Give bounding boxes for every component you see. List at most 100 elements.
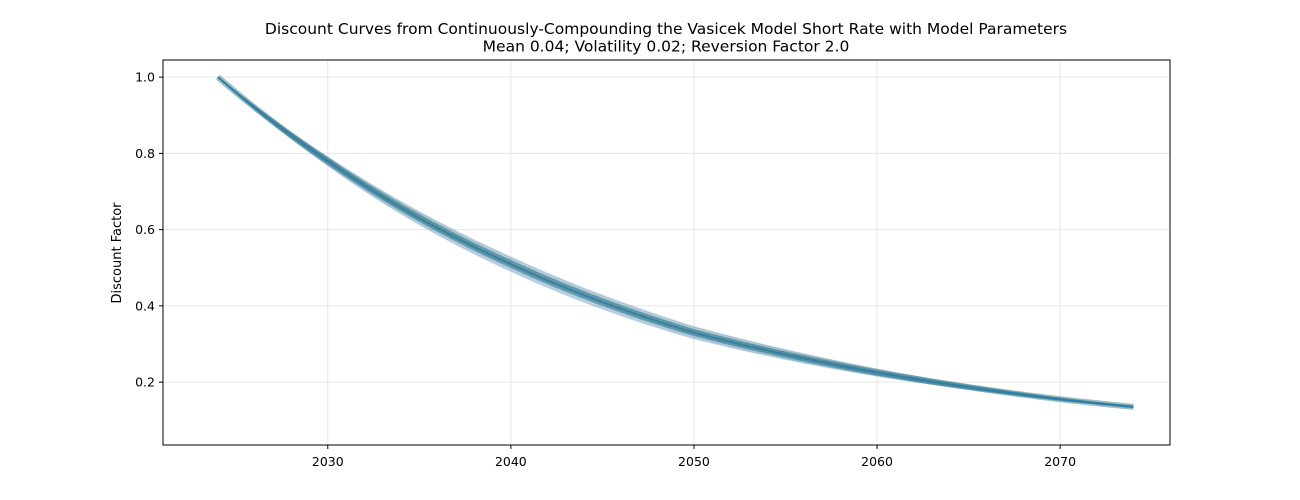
ensemble-curve — [217, 76, 1134, 408]
ensemble-curve — [217, 76, 1134, 408]
gridlines — [163, 60, 1170, 445]
ensemble-curve — [217, 76, 1134, 408]
ensemble-curve — [217, 76, 1134, 408]
ensemble-curve — [217, 76, 1134, 408]
ensemble-curve — [217, 76, 1134, 408]
central-band — [215, 74, 1134, 410]
y-tick-label: 0.8 — [135, 146, 155, 161]
ensemble-curve — [217, 76, 1134, 408]
x-tick-label: 2040 — [495, 454, 527, 469]
ensemble-curve — [217, 76, 1134, 408]
ensemble-curve — [217, 76, 1134, 408]
ensemble-curve — [217, 76, 1134, 408]
ensemble-curve — [217, 76, 1134, 409]
ensemble-curve — [217, 76, 1134, 408]
ensemble-curve — [217, 76, 1134, 408]
y-tick-label: 1.0 — [135, 70, 155, 85]
ensemble-curve — [217, 76, 1134, 408]
ensemble-curve — [217, 76, 1134, 407]
ensemble-curve — [217, 76, 1134, 408]
ensemble-curve — [217, 76, 1134, 408]
ensemble-curve — [217, 76, 1134, 408]
ensemble-curve — [217, 76, 1134, 408]
ensemble-curve — [217, 76, 1134, 408]
ensemble-curve — [217, 76, 1134, 408]
ensemble-curve — [217, 76, 1134, 408]
ensemble-curve — [217, 76, 1134, 408]
ensemble-curve — [217, 76, 1134, 407]
ensemble-curve — [217, 76, 1134, 407]
plot-frame — [162, 59, 1171, 446]
central-curve — [217, 76, 1134, 408]
ensemble-curve — [217, 76, 1134, 407]
ensemble-curve — [217, 76, 1134, 408]
ensemble-curve — [217, 76, 1134, 408]
ensemble-curve — [217, 76, 1134, 407]
ensemble-curve — [217, 76, 1134, 409]
ensemble-curve — [217, 76, 1134, 408]
x-tick-label: 2070 — [1044, 454, 1076, 469]
ensemble-curve — [217, 76, 1134, 408]
ensemble-curve — [217, 76, 1134, 408]
ensemble-curve — [217, 76, 1134, 409]
ensemble-curve — [217, 76, 1134, 408]
ensemble-curve — [217, 76, 1134, 409]
ensemble-curve — [217, 76, 1134, 408]
ensemble-curve — [217, 76, 1134, 408]
ensemble-curve — [217, 76, 1134, 407]
curves — [215, 74, 1134, 410]
ensemble-curve — [217, 76, 1134, 409]
x-tick-label: 2050 — [678, 454, 710, 469]
ensemble-curve — [217, 76, 1134, 408]
ensemble-curve — [217, 76, 1134, 408]
ensemble-curve — [217, 76, 1134, 408]
ensemble-curve — [217, 76, 1134, 408]
ensemble-curve — [217, 76, 1134, 408]
chart-subtitle: Mean 0.04; Volatility 0.02; Reversion Fa… — [483, 38, 850, 56]
ensemble-curve — [217, 76, 1134, 408]
ensemble-curve — [217, 76, 1134, 408]
y-tick-label: 0.6 — [135, 222, 155, 237]
ensemble-curve — [217, 76, 1134, 408]
ensemble-curve — [217, 76, 1134, 408]
ensemble-curve — [217, 76, 1134, 408]
ensemble-curve — [217, 76, 1134, 408]
ensemble-curve — [217, 76, 1134, 408]
ensemble-curve — [217, 76, 1134, 407]
ensemble-curve — [217, 76, 1134, 408]
y-tick-label: 0.4 — [135, 298, 155, 313]
chart-title: Discount Curves from Continuously-Compou… — [265, 20, 1067, 38]
x-tick-label: 2060 — [861, 454, 893, 469]
ensemble-curve — [217, 76, 1134, 407]
ensemble-curve — [217, 76, 1134, 407]
ensemble-curve — [217, 76, 1134, 408]
ensemble-curve — [217, 76, 1134, 407]
y-tick-label: 0.2 — [135, 375, 155, 390]
ensemble-curve — [217, 76, 1134, 407]
ensemble-curve — [217, 76, 1134, 408]
ensemble-curve — [217, 76, 1134, 408]
ensemble-curve — [217, 76, 1134, 408]
ensemble-curve — [217, 76, 1134, 409]
ensemble-curve — [217, 76, 1134, 408]
ensemble-curve — [217, 76, 1134, 408]
ensemble-curve — [217, 76, 1134, 408]
ensemble-curve — [217, 76, 1134, 408]
ensemble-curve — [217, 76, 1134, 408]
ensemble-curve — [217, 76, 1134, 408]
ensemble-curve — [217, 76, 1134, 408]
ensemble-curve — [217, 76, 1134, 408]
ensemble-curve — [217, 76, 1134, 408]
y-axis: 0.2 0.4 0.6 0.8 1.0 — [135, 70, 163, 390]
ensemble-curve — [217, 76, 1134, 407]
ensemble-curve — [217, 76, 1134, 408]
ensemble-curve — [217, 76, 1134, 408]
x-axis: 2030 2040 2050 2060 2070 — [312, 445, 1076, 469]
ensemble-curve — [217, 76, 1134, 407]
ensemble-curve — [217, 76, 1134, 408]
x-tick-label: 2030 — [312, 454, 344, 469]
ensemble-curve — [217, 76, 1134, 408]
ensemble-curve — [217, 76, 1134, 408]
ensemble-curve — [217, 76, 1134, 408]
